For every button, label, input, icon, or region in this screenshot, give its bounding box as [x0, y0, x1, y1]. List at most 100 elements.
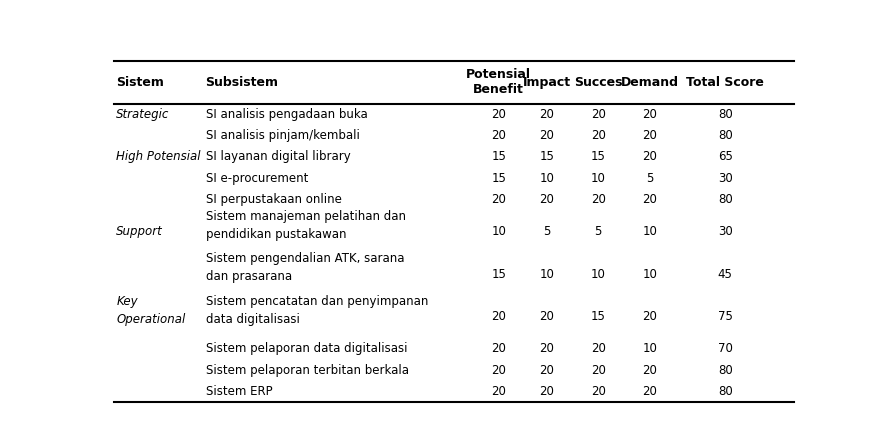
Text: 20: 20 — [642, 129, 657, 142]
Bar — [622, 253, 677, 295]
Text: 80: 80 — [718, 193, 733, 206]
Text: 15: 15 — [591, 310, 606, 323]
Text: 20: 20 — [642, 193, 657, 206]
Bar — [519, 253, 574, 295]
Text: pendidikan pustakawan: pendidikan pustakawan — [206, 228, 346, 241]
Text: Strategic: Strategic — [116, 108, 169, 121]
Text: SI layanan digital library: SI layanan digital library — [206, 150, 350, 164]
Text: 20: 20 — [540, 193, 555, 206]
Text: 5: 5 — [646, 172, 654, 185]
Text: 20: 20 — [491, 343, 506, 355]
Text: 5: 5 — [595, 225, 602, 238]
Bar — [622, 296, 677, 338]
Text: 10: 10 — [591, 268, 606, 281]
Text: dan prasarana: dan prasarana — [206, 271, 291, 283]
Bar — [571, 253, 626, 295]
Text: 80: 80 — [718, 385, 733, 398]
Text: 30: 30 — [718, 225, 733, 238]
Bar — [571, 210, 626, 253]
Bar — [698, 296, 753, 338]
Text: 20: 20 — [491, 310, 506, 323]
Text: 20: 20 — [540, 129, 555, 142]
Text: 5: 5 — [543, 225, 550, 238]
Text: Key: Key — [116, 295, 138, 308]
Text: Sistem pencatatan dan penyimpanan: Sistem pencatatan dan penyimpanan — [206, 295, 428, 308]
Text: 5: 5 — [543, 225, 550, 238]
Text: 10: 10 — [642, 225, 657, 238]
Text: 10: 10 — [491, 225, 506, 238]
Text: 15: 15 — [540, 150, 555, 164]
Text: 20: 20 — [491, 385, 506, 398]
Text: Subsistem: Subsistem — [206, 76, 278, 89]
Text: SI analisis pengadaan buka: SI analisis pengadaan buka — [206, 108, 368, 121]
Text: 20: 20 — [642, 108, 657, 121]
Text: 10: 10 — [642, 268, 657, 281]
Text: 20: 20 — [642, 150, 657, 164]
Text: data digitalisasi: data digitalisasi — [206, 313, 299, 326]
Text: Support: Support — [116, 225, 163, 238]
Text: Demand: Demand — [621, 76, 679, 89]
Text: 20: 20 — [540, 310, 555, 323]
Bar — [471, 210, 526, 253]
Text: 20: 20 — [642, 385, 657, 398]
Bar — [471, 253, 526, 295]
Text: 65: 65 — [718, 150, 733, 164]
Text: 20: 20 — [591, 108, 606, 121]
Text: Potensial
Benefit: Potensial Benefit — [466, 68, 532, 96]
Text: 20: 20 — [491, 310, 506, 323]
Text: 10: 10 — [642, 268, 657, 281]
Text: 20: 20 — [540, 385, 555, 398]
Text: 15: 15 — [491, 150, 506, 164]
Bar — [519, 210, 574, 253]
Text: 10: 10 — [642, 225, 657, 238]
Text: 10: 10 — [540, 172, 555, 185]
Text: 20: 20 — [591, 343, 606, 355]
Text: Sistem pengendalian ATK, sarana: Sistem pengendalian ATK, sarana — [206, 252, 404, 265]
Text: 20: 20 — [591, 364, 606, 377]
Text: 20: 20 — [540, 310, 555, 323]
Text: SI e-procurement: SI e-procurement — [206, 172, 307, 185]
Text: 10: 10 — [642, 343, 657, 355]
Text: 75: 75 — [718, 310, 733, 323]
Text: Sistem ERP: Sistem ERP — [206, 385, 272, 398]
Text: Sistem manajeman pelatihan dan: Sistem manajeman pelatihan dan — [206, 210, 406, 223]
Text: 80: 80 — [718, 129, 733, 142]
Text: 80: 80 — [718, 108, 733, 121]
Bar — [471, 296, 526, 338]
Text: 20: 20 — [642, 364, 657, 377]
Text: 80: 80 — [718, 364, 733, 377]
Text: Impact: Impact — [523, 76, 571, 89]
Text: Sistem pelaporan terbitan berkala: Sistem pelaporan terbitan berkala — [206, 364, 408, 377]
Text: 10: 10 — [591, 268, 606, 281]
Text: 20: 20 — [540, 108, 555, 121]
Bar — [698, 210, 753, 253]
Text: 75: 75 — [718, 310, 733, 323]
Text: 30: 30 — [718, 172, 733, 185]
Text: Sistem: Sistem — [116, 76, 164, 89]
Text: 30: 30 — [718, 225, 733, 238]
Text: 20: 20 — [591, 129, 606, 142]
Bar — [519, 296, 574, 338]
Text: 20: 20 — [591, 385, 606, 398]
Text: Succes: Succes — [574, 76, 623, 89]
Text: 45: 45 — [718, 268, 733, 281]
Text: 5: 5 — [595, 225, 602, 238]
Text: 20: 20 — [491, 108, 506, 121]
Text: 10: 10 — [591, 172, 606, 185]
Text: SI perpustakaan online: SI perpustakaan online — [206, 193, 341, 206]
Text: 15: 15 — [491, 268, 506, 281]
Text: Total Score: Total Score — [687, 76, 765, 89]
Text: 10: 10 — [540, 268, 555, 281]
Text: 15: 15 — [491, 268, 506, 281]
Text: 70: 70 — [718, 343, 733, 355]
Text: Operational: Operational — [116, 313, 185, 326]
Text: 20: 20 — [540, 364, 555, 377]
Text: 20: 20 — [540, 343, 555, 355]
Bar — [698, 253, 753, 295]
Text: Sistem pelaporan data digitalisasi: Sistem pelaporan data digitalisasi — [206, 343, 407, 355]
Text: 20: 20 — [491, 193, 506, 206]
Bar — [622, 210, 677, 253]
Text: SI analisis pinjam/kembali: SI analisis pinjam/kembali — [206, 129, 360, 142]
Text: 15: 15 — [491, 172, 506, 185]
Text: 15: 15 — [591, 310, 606, 323]
